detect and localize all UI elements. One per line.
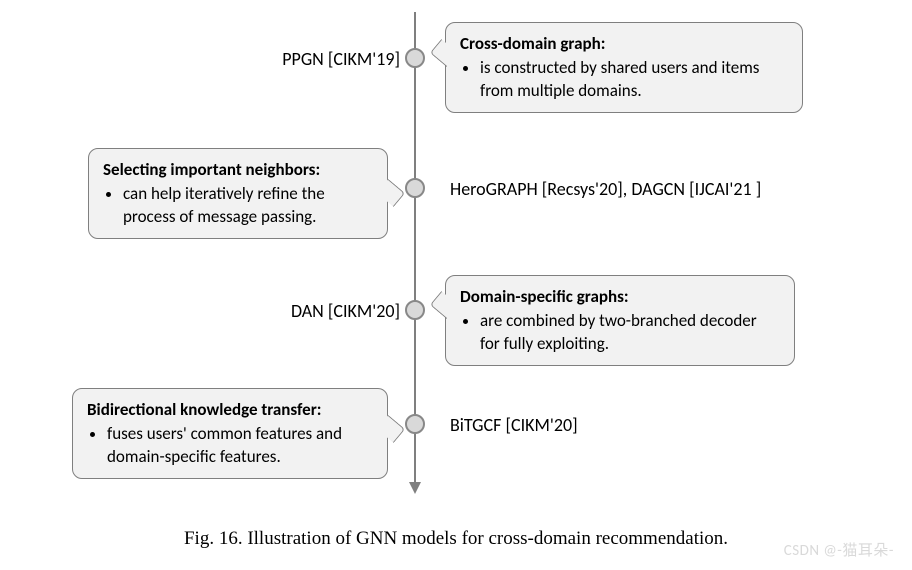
watermark-text: CSDN @-猫耳朵- [784, 539, 894, 560]
label-ppgn: PPGN [CIKM'19] [282, 48, 400, 70]
label-bitgcf: BiTGCF [CIKM'20] [450, 414, 578, 436]
timeline-node-3 [405, 300, 425, 320]
timeline-node-2 [405, 178, 425, 198]
callout-title: Bidirectional knowledge transfer: [87, 399, 321, 420]
callout-bullet: are combined by two-branched decoder for… [480, 310, 780, 355]
timeline-node-1 [405, 48, 425, 68]
timeline-node-4 [405, 414, 425, 434]
label-dan: DAN [CIKM'20] [291, 300, 400, 322]
callout-bullet: fuses users' common features and domain-… [107, 423, 373, 468]
callout-title: Cross-domain graph: [460, 33, 605, 54]
callout-domain-specific-graphs: Domain-specific graphs: are combined by … [445, 275, 795, 366]
callout-cross-domain-graph: Cross-domain graph: is constructed by sh… [445, 22, 803, 113]
callout-title: Domain-specific graphs: [460, 286, 629, 307]
callout-title: Selecting important neighbors: [103, 159, 320, 180]
callout-bullet: is constructed by shared users and items… [480, 57, 788, 102]
label-herograph-dagcn: HeroGRAPH [Recsys'20], DAGCN [IJCAI'21 ] [450, 178, 761, 200]
figure-caption: Fig. 16. Illustration of GNN models for … [0, 528, 912, 550]
callout-bullet: can help iteratively refine the process … [123, 183, 373, 228]
callout-selecting-neighbors: Selecting important neighbors: can help … [88, 148, 388, 239]
timeline-arrowhead [409, 482, 421, 494]
callout-bidirectional-transfer: Bidirectional knowledge transfer: fuses … [72, 388, 388, 479]
